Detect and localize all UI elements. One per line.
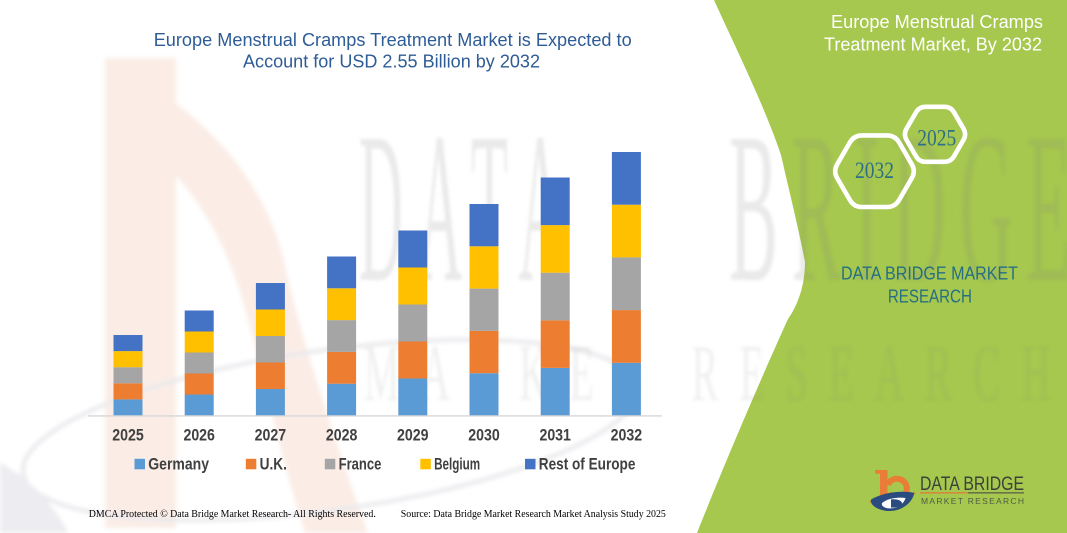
svg-text:2032: 2032 (855, 158, 894, 183)
svg-text:MARKET RESEARCH: MARKET RESEARCH (921, 496, 1024, 506)
svg-text:Source: Data Bridge Market Res: Source: Data Bridge Market Research Mark… (401, 509, 666, 520)
svg-text:Treatment Market, By 2032: Treatment Market, By 2032 (824, 34, 1042, 55)
svg-text:Germany: Germany (148, 456, 209, 474)
svg-text:2030: 2030 (468, 425, 500, 444)
svg-text:2031: 2031 (539, 425, 571, 444)
svg-text:2029: 2029 (397, 425, 429, 444)
svg-text:2032: 2032 (611, 425, 643, 444)
svg-text:2027: 2027 (255, 425, 287, 444)
svg-text:2028: 2028 (326, 425, 358, 444)
svg-text:MARKET RESEARCH: MARKET RESEARCH (364, 329, 1050, 418)
svg-text:Europe Menstrual Cramps Treatm: Europe Menstrual Cramps Treatment Market… (154, 29, 632, 50)
svg-text:France: France (339, 456, 382, 474)
svg-text:Europe Menstrual Cramps: Europe Menstrual Cramps (831, 11, 1043, 32)
svg-text:DATA BRIDGE: DATA BRIDGE (920, 474, 1024, 495)
svg-text:2025: 2025 (917, 125, 956, 150)
svg-text:Account for USD 2.55 Billion b: Account for USD 2.55 Billion by 2032 (243, 51, 540, 72)
svg-text:RESEARCH: RESEARCH (888, 285, 972, 306)
svg-text:U.K.: U.K. (260, 456, 287, 474)
svg-text:DMCA Protected © Data Bridge M: DMCA Protected © Data Bridge Market Rese… (89, 509, 376, 520)
svg-text:Belgium: Belgium (434, 456, 480, 474)
svg-text:Rest of Europe: Rest of Europe (539, 456, 636, 474)
svg-text:2025: 2025 (112, 425, 144, 444)
svg-text:2026: 2026 (183, 425, 215, 444)
svg-text:DATA BRIDGE MARKET: DATA BRIDGE MARKET (841, 263, 1018, 284)
